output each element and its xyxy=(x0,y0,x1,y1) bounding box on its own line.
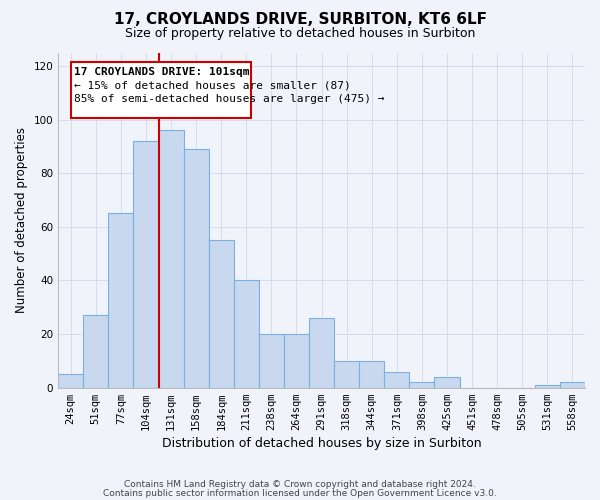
Bar xyxy=(133,141,158,388)
Bar xyxy=(409,382,434,388)
Bar xyxy=(234,280,259,388)
Bar xyxy=(385,372,409,388)
Bar xyxy=(209,240,234,388)
Bar xyxy=(58,374,83,388)
FancyBboxPatch shape xyxy=(71,62,251,118)
Bar xyxy=(284,334,309,388)
Bar xyxy=(334,361,359,388)
Bar xyxy=(359,361,385,388)
X-axis label: Distribution of detached houses by size in Surbiton: Distribution of detached houses by size … xyxy=(162,437,481,450)
Y-axis label: Number of detached properties: Number of detached properties xyxy=(15,127,28,313)
Bar xyxy=(158,130,184,388)
Bar xyxy=(560,382,585,388)
Bar xyxy=(535,385,560,388)
Bar xyxy=(109,214,133,388)
Bar xyxy=(83,316,109,388)
Text: Size of property relative to detached houses in Surbiton: Size of property relative to detached ho… xyxy=(125,28,475,40)
Bar xyxy=(259,334,284,388)
Text: Contains HM Land Registry data © Crown copyright and database right 2024.: Contains HM Land Registry data © Crown c… xyxy=(124,480,476,489)
Text: ← 15% of detached houses are smaller (87): ← 15% of detached houses are smaller (87… xyxy=(74,80,351,90)
Text: 17 CROYLANDS DRIVE: 101sqm: 17 CROYLANDS DRIVE: 101sqm xyxy=(74,67,250,77)
Text: 17, CROYLANDS DRIVE, SURBITON, KT6 6LF: 17, CROYLANDS DRIVE, SURBITON, KT6 6LF xyxy=(113,12,487,28)
Bar xyxy=(184,149,209,388)
Bar xyxy=(434,377,460,388)
Bar xyxy=(309,318,334,388)
Text: 85% of semi-detached houses are larger (475) →: 85% of semi-detached houses are larger (… xyxy=(74,94,385,104)
Text: Contains public sector information licensed under the Open Government Licence v3: Contains public sector information licen… xyxy=(103,489,497,498)
